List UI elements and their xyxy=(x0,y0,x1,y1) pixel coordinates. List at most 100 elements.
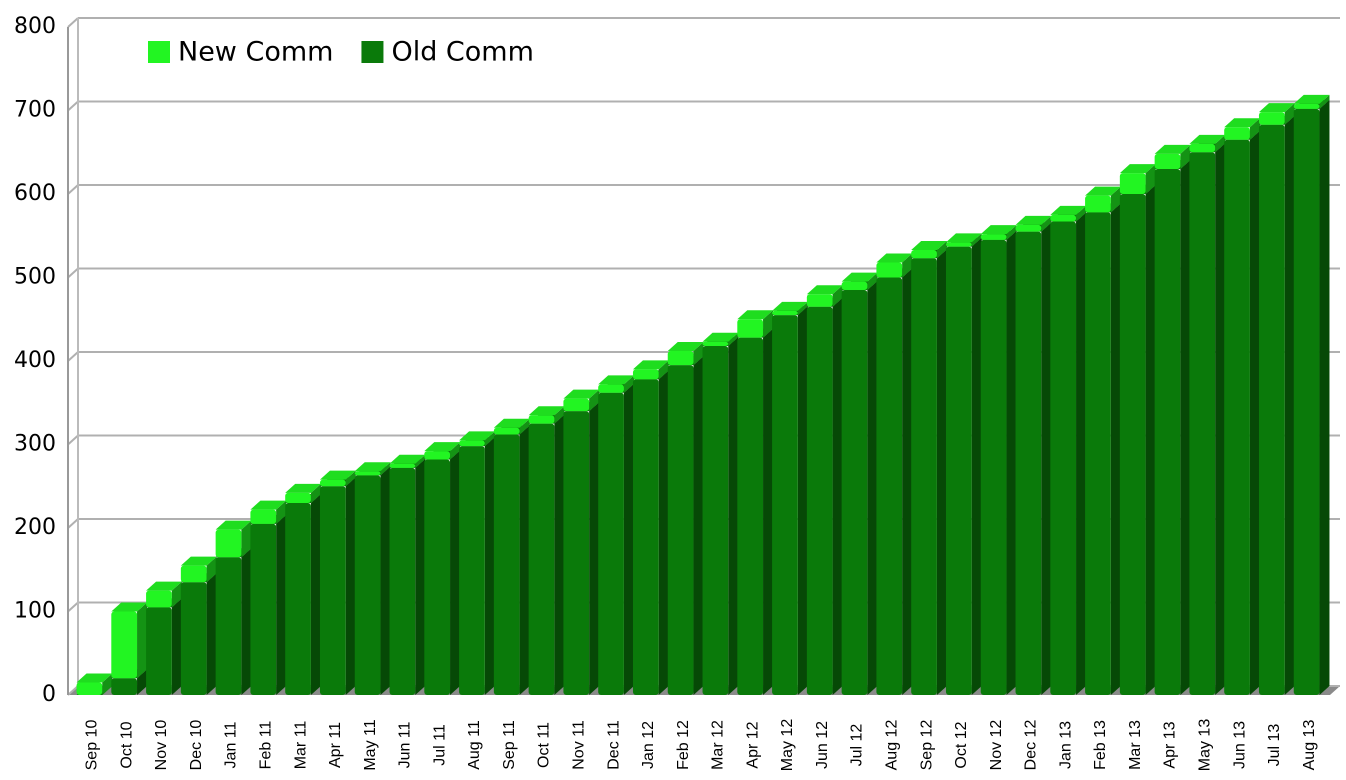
bar-side xyxy=(763,328,774,695)
bar xyxy=(146,590,172,608)
bar-top xyxy=(111,602,148,612)
y-tick-label: 500 xyxy=(14,265,56,290)
bar-side xyxy=(137,602,148,679)
bar-side xyxy=(171,598,182,695)
x-tick-label: Feb 13 xyxy=(1092,720,1109,770)
bar-top xyxy=(563,389,600,399)
x-tick-label: Oct 11 xyxy=(536,722,553,768)
x-tick-label: Feb 12 xyxy=(675,720,692,770)
bar-top xyxy=(250,500,287,510)
bar-side xyxy=(971,237,982,696)
bar xyxy=(980,239,1007,696)
y-tick-label: 700 xyxy=(14,98,56,123)
x-tick-label: Jul 12 xyxy=(849,724,866,767)
bar-top xyxy=(632,360,669,370)
bar-side xyxy=(276,514,287,695)
bar-side xyxy=(241,520,252,558)
x-tick-label: Jul 13 xyxy=(1266,724,1283,767)
bar xyxy=(389,467,416,695)
bar-side xyxy=(519,425,530,695)
bar xyxy=(1015,231,1042,695)
bar-top xyxy=(1015,215,1052,225)
bar xyxy=(667,350,694,366)
bar-side xyxy=(867,272,878,291)
bar xyxy=(285,502,311,695)
bar xyxy=(354,475,381,695)
x-tick-label: Jul 11 xyxy=(431,724,448,766)
bar-side xyxy=(902,253,913,278)
x-tick-label: Dec 11 xyxy=(605,720,622,770)
grid-depth xyxy=(67,434,79,446)
legend-label: New Comm xyxy=(178,37,333,68)
bar-side xyxy=(658,370,669,695)
bar xyxy=(493,434,520,695)
bar-side xyxy=(1076,212,1087,695)
x-tick-label: Mar 13 xyxy=(1127,720,1144,770)
bar xyxy=(632,379,659,695)
x-tick-label: Dec 10 xyxy=(188,720,205,771)
x-tick-label: Jun 12 xyxy=(814,721,831,769)
bar-top xyxy=(493,418,530,428)
bar-side xyxy=(902,268,913,695)
bar-side xyxy=(310,483,321,503)
bar xyxy=(598,384,624,393)
grid-depth xyxy=(67,685,79,696)
grid-depth xyxy=(67,184,79,195)
bar-side xyxy=(241,548,252,695)
bar-top xyxy=(180,556,217,566)
bar-side xyxy=(102,673,113,695)
bar xyxy=(1258,112,1285,125)
bar-side xyxy=(971,233,982,247)
bar-side xyxy=(171,581,182,608)
bar-side xyxy=(658,360,669,380)
bar-side xyxy=(1180,159,1191,695)
bar xyxy=(319,479,346,487)
x-tick-label: Apr 13 xyxy=(1162,721,1179,768)
x-tick-label: Oct 10 xyxy=(118,721,135,768)
bar xyxy=(1189,143,1216,153)
bar xyxy=(632,369,659,380)
bar-side xyxy=(1249,130,1260,696)
bar xyxy=(667,365,694,695)
bar xyxy=(911,258,937,695)
x-tick-label: Jan 11 xyxy=(223,721,240,768)
x-tick-label: Jun 13 xyxy=(1231,721,1248,769)
bar-side xyxy=(450,442,461,460)
bar xyxy=(1015,224,1042,232)
bar-top xyxy=(980,225,1017,235)
bar-top xyxy=(319,470,356,480)
bar-side xyxy=(1076,205,1087,222)
legend-swatch xyxy=(361,41,384,63)
bar xyxy=(180,582,207,695)
legend-label: Old Comm xyxy=(391,37,533,68)
bar-top xyxy=(76,673,113,683)
y-tick-label: 200 xyxy=(14,515,56,540)
bar-side xyxy=(936,249,947,696)
bar-top xyxy=(1154,144,1191,154)
bar xyxy=(1050,214,1077,222)
bar xyxy=(1189,152,1216,695)
bar xyxy=(737,319,764,338)
grid-depth xyxy=(67,351,79,362)
x-tick-label: Jan 13 xyxy=(1057,721,1074,769)
bar xyxy=(945,246,972,696)
bar xyxy=(911,249,937,259)
bar xyxy=(1085,195,1111,213)
bar xyxy=(945,242,972,247)
bar xyxy=(180,565,207,583)
x-tick-label: Nov 10 xyxy=(153,720,170,771)
bar-side xyxy=(206,573,217,695)
y-tick-label: 0 xyxy=(42,682,56,707)
bar xyxy=(841,290,868,695)
bar-top xyxy=(459,431,495,441)
bar xyxy=(702,341,729,346)
bar xyxy=(528,423,555,695)
bar-side xyxy=(728,336,739,695)
bar xyxy=(389,463,416,468)
x-tick-label: Sep 12 xyxy=(918,720,935,771)
bar-side xyxy=(450,450,461,695)
bar-side xyxy=(206,556,217,583)
bar xyxy=(563,398,590,412)
bar xyxy=(146,607,172,695)
x-tick-label: Aug 11 xyxy=(466,720,483,770)
